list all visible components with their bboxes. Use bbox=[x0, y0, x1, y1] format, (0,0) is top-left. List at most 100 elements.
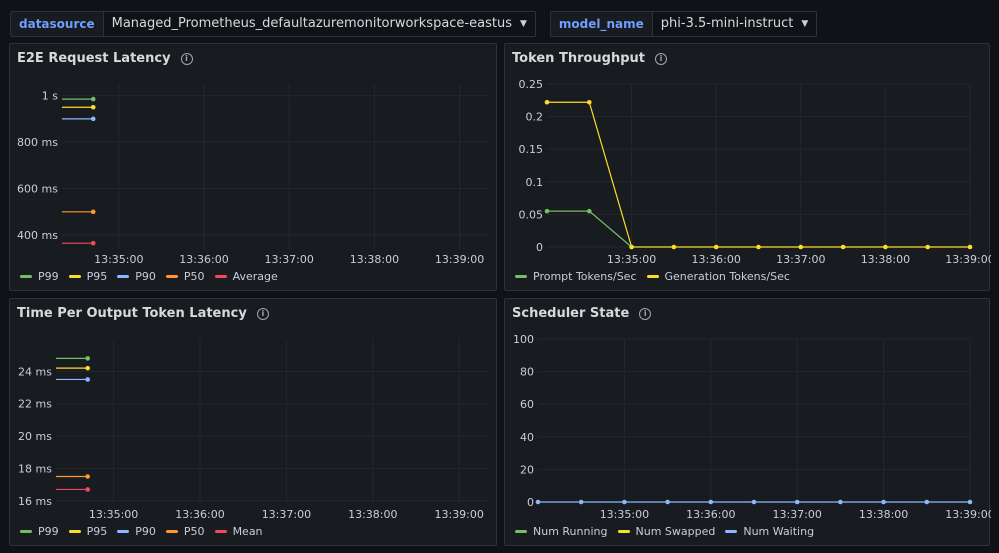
legend-swatch bbox=[117, 275, 130, 278]
data-point bbox=[840, 244, 846, 250]
y-tick-label: 0 bbox=[527, 496, 534, 509]
info-icon[interactable]: i bbox=[256, 307, 269, 320]
chart-plot: 0.25 0.2 0.15 0.1 0.05 0 13:35:00 13:36:00 13:37… bbox=[519, 78, 992, 266]
legend-label: Num Waiting bbox=[743, 525, 815, 538]
datasource-select[interactable]: Managed_Prometheus_defaultazuremonitorwo… bbox=[103, 10, 536, 37]
info-icon[interactable]: i bbox=[655, 52, 668, 65]
y-tick-label: 0.05 bbox=[519, 208, 544, 221]
y-tick-label: 16 ms bbox=[18, 495, 52, 508]
data-point bbox=[85, 365, 90, 371]
y-tick-label: 0.2 bbox=[526, 111, 544, 124]
legend-label: Num Running bbox=[533, 525, 608, 538]
x-tick-label: 13:39:00 bbox=[435, 253, 484, 266]
x-tick-label: 13:35:00 bbox=[600, 508, 649, 521]
data-point bbox=[838, 499, 843, 505]
y-tick-label: 22 ms bbox=[18, 398, 52, 411]
panel-title: Token Throughput bbox=[512, 51, 646, 66]
y-tick-label: 24 ms bbox=[18, 365, 52, 378]
model-name-label: model_name bbox=[549, 10, 653, 37]
data-point bbox=[967, 499, 973, 505]
legend-item[interactable]: Generation Tokens/Sec bbox=[646, 270, 790, 283]
legend-item[interactable]: P90 bbox=[117, 525, 156, 538]
legend-item[interactable]: Average bbox=[214, 270, 278, 283]
y-tick-label: 20 bbox=[520, 463, 534, 476]
legend-swatch bbox=[214, 530, 227, 533]
legend-item[interactable]: P90 bbox=[117, 270, 156, 283]
legend-item[interactable]: P50 bbox=[165, 270, 205, 283]
legend-item[interactable]: Prompt Tokens/Sec bbox=[515, 270, 637, 283]
model-name-value: phi-3.5-mini-instruct bbox=[660, 16, 794, 31]
legend-swatch bbox=[68, 275, 81, 278]
legend-label: Average bbox=[232, 270, 278, 283]
data-point bbox=[629, 244, 634, 250]
data-point bbox=[671, 244, 677, 250]
x-tick-label: 13:36:00 bbox=[175, 508, 224, 521]
x-tick-label: 13:36:00 bbox=[691, 253, 740, 266]
chevron-down-icon: ▼ bbox=[801, 18, 809, 29]
legend-item[interactable]: P50 bbox=[165, 525, 205, 538]
data-point bbox=[967, 244, 973, 250]
legend: P99 P95 P90 P50 Mean bbox=[20, 525, 263, 538]
panel-e2e-request-latency[interactable]: E2E Request Latency i 1 s 800 ms 600 ms 400… bbox=[9, 43, 497, 291]
y-tick-label: 60 bbox=[520, 398, 534, 411]
chart-plot: 1 s 800 ms 600 ms 400 ms 13:35:00 13:36:00 13:… bbox=[17, 84, 488, 266]
data-point bbox=[665, 499, 670, 505]
series-line bbox=[547, 210, 632, 248]
x-tick-label: 13:35:00 bbox=[94, 253, 143, 266]
chart-plot: 24 ms 22 ms 20 ms 18 ms 16 ms 13:35:00 13:36:0… bbox=[18, 339, 488, 521]
x-tick-label: 13:37:00 bbox=[776, 253, 825, 266]
panel-scheduler-state[interactable]: Scheduler State i 100 80 60 40 20 0 13:35:00 13… bbox=[504, 298, 991, 546]
legend-item[interactable]: Num Running bbox=[515, 525, 608, 538]
y-tick-label: 400 ms bbox=[17, 229, 58, 242]
legend: Prompt Tokens/Sec Generation Tokens/Sec bbox=[515, 270, 790, 283]
legend-label: Prompt Tokens/Sec bbox=[533, 270, 637, 283]
datasource-value: Managed_Prometheus_defaultazuremonitorwo… bbox=[111, 16, 512, 31]
x-tick-label: 13:38:00 bbox=[861, 253, 910, 266]
legend-swatch bbox=[725, 530, 738, 533]
legend-item[interactable]: Mean bbox=[214, 525, 263, 538]
x-tick-label: 13:38:00 bbox=[348, 508, 397, 521]
panel-title: Time Per Output Token Latency bbox=[17, 306, 247, 321]
x-tick-label: 13:36:00 bbox=[686, 508, 735, 521]
panel-token-throughput[interactable]: Token Throughput i 0.25 0.2 0.15 0.1 0.05 0 13… bbox=[504, 43, 992, 291]
x-tick-label: 13:37:00 bbox=[262, 508, 311, 521]
legend-label: P95 bbox=[86, 270, 108, 283]
data-point bbox=[924, 499, 930, 505]
data-point bbox=[713, 244, 719, 250]
data-point bbox=[544, 208, 550, 214]
panel-title: Scheduler State bbox=[512, 306, 630, 321]
legend-item[interactable]: Num Waiting bbox=[725, 525, 814, 538]
x-tick-label: 13:35:00 bbox=[607, 253, 656, 266]
data-point bbox=[544, 99, 550, 105]
legend-label: Num Swapped bbox=[635, 525, 716, 538]
data-point bbox=[587, 208, 592, 214]
data-point bbox=[756, 244, 761, 250]
model-name-select[interactable]: phi-3.5-mini-instruct ▼ bbox=[652, 10, 818, 37]
data-point bbox=[90, 116, 96, 122]
y-tick-label: 800 ms bbox=[17, 136, 58, 149]
data-point bbox=[90, 240, 96, 246]
legend-swatch bbox=[20, 275, 32, 278]
y-tick-label: 1 s bbox=[42, 90, 58, 103]
legend-item[interactable]: Num Swapped bbox=[617, 525, 716, 538]
legend-label: Generation Tokens/Sec bbox=[664, 270, 790, 283]
legend: P99 P95 P90 P50 Average bbox=[20, 270, 278, 283]
legend-item[interactable]: P99 bbox=[20, 525, 59, 538]
x-tick-label: 13:39:00 bbox=[945, 253, 991, 266]
x-tick-label: 13:38:00 bbox=[859, 508, 908, 521]
data-point bbox=[578, 499, 584, 505]
legend-label: P95 bbox=[86, 525, 108, 538]
legend-swatch bbox=[617, 530, 630, 533]
info-icon[interactable]: i bbox=[180, 52, 193, 65]
info-icon[interactable]: i bbox=[639, 307, 652, 320]
legend-item[interactable]: P99 bbox=[20, 270, 59, 283]
data-point bbox=[925, 244, 930, 250]
legend-item[interactable]: P95 bbox=[68, 270, 108, 283]
x-tick-label: 13:39:00 bbox=[945, 508, 991, 521]
legend-swatch bbox=[515, 530, 527, 533]
panel-time-per-output-token-latency[interactable]: Time Per Output Token Latency i 24 ms 22 … bbox=[9, 298, 497, 546]
series-line bbox=[547, 101, 970, 248]
data-point bbox=[90, 209, 96, 215]
data-point bbox=[751, 499, 757, 505]
legend-item[interactable]: P95 bbox=[68, 525, 108, 538]
